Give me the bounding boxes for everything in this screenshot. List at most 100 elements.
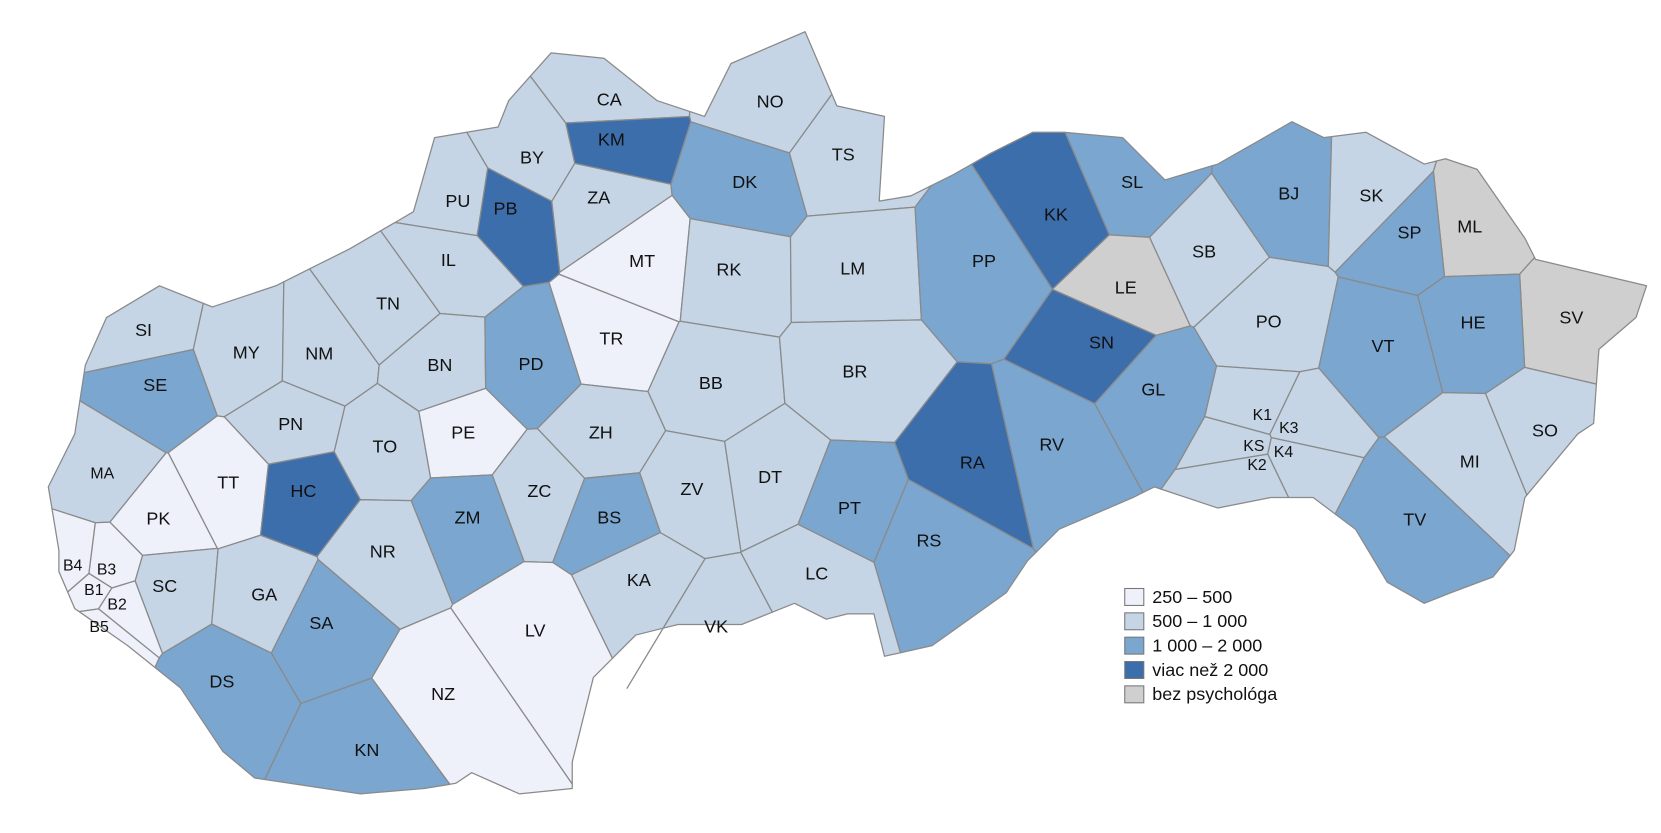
- district-label: LC: [805, 563, 828, 583]
- district-label: BR: [842, 361, 867, 381]
- district-label: TN: [376, 294, 400, 314]
- district-label: TS: [832, 144, 855, 164]
- district-label: TO: [373, 436, 398, 456]
- district-label: B2: [107, 597, 127, 614]
- district: [394, 131, 489, 237]
- district: [450, 560, 614, 785]
- district: [626, 551, 773, 689]
- legend-label: viac než 2 000: [1152, 660, 1268, 680]
- district-label: NM: [305, 343, 333, 363]
- district-label: MA: [90, 465, 114, 482]
- district-label: TT: [217, 472, 239, 492]
- district-label: LM: [840, 259, 865, 279]
- district-label: MY: [233, 342, 260, 362]
- district-label: NZ: [431, 684, 455, 704]
- district-label: BN: [427, 355, 452, 375]
- district-label: TV: [1403, 510, 1426, 530]
- district-label: SL: [1121, 172, 1143, 192]
- district-label: SE: [143, 375, 167, 395]
- district-label: SI: [135, 320, 152, 340]
- district-label: KS: [1243, 438, 1264, 455]
- legend-swatch: [1124, 587, 1145, 606]
- district-label: ZM: [454, 507, 480, 527]
- district-label: KK: [1044, 205, 1068, 225]
- district-label: MI: [1460, 451, 1480, 471]
- district-label: PN: [278, 414, 303, 434]
- district-label: B1: [84, 582, 104, 599]
- district-label: K3: [1279, 420, 1299, 437]
- district-label: RA: [960, 452, 985, 472]
- district-label: SA: [309, 613, 333, 633]
- district-label: SN: [1089, 333, 1114, 353]
- legend-swatch: [1124, 612, 1145, 631]
- district-label: IL: [441, 250, 456, 270]
- district-label: PE: [451, 423, 475, 443]
- district-label: RV: [1039, 434, 1064, 454]
- legend-swatch: [1124, 661, 1145, 679]
- district-label: ZH: [589, 423, 613, 443]
- district-label: K1: [1253, 407, 1273, 424]
- district-label: PK: [146, 508, 170, 528]
- district-label: B5: [89, 619, 109, 636]
- district: [371, 607, 573, 795]
- district: [154, 623, 302, 781]
- legend-label: 500 – 1 000: [1152, 611, 1247, 631]
- district-label: SP: [1397, 223, 1421, 243]
- district-label: CA: [597, 89, 622, 109]
- district-label: RS: [916, 531, 941, 551]
- district-label: NR: [370, 541, 396, 561]
- district-label: K4: [1274, 444, 1294, 461]
- district-label: GA: [251, 585, 277, 605]
- district-label: BB: [699, 373, 723, 393]
- district-label: PD: [518, 354, 543, 374]
- district-label: ZA: [587, 188, 610, 208]
- legend-label: bez psychológa: [1152, 684, 1277, 704]
- district: [1432, 158, 1536, 278]
- district-label: RK: [716, 260, 741, 280]
- district-label: DT: [758, 467, 782, 487]
- district-labels: CA NO KM BY PB PU ZA DK TS MT IL RK LM SL KK BJ SK ML SP SB…: [63, 89, 1583, 760]
- district: [264, 677, 451, 795]
- district-label: SC: [152, 576, 177, 596]
- district-label: PU: [445, 191, 470, 211]
- district: [309, 230, 441, 366]
- district-label: KN: [354, 740, 379, 760]
- district: [1334, 436, 1511, 604]
- legend-swatch: [1124, 636, 1145, 655]
- district-label: DK: [732, 172, 757, 192]
- district-label: SO: [1532, 421, 1558, 441]
- district-label: HE: [1460, 313, 1485, 333]
- district-label: SB: [1192, 242, 1216, 262]
- district-label: HC: [290, 481, 316, 501]
- district-label: K2: [1247, 457, 1267, 474]
- district: [1160, 453, 1290, 509]
- district-label: PP: [972, 251, 996, 271]
- district-label: B3: [97, 562, 117, 579]
- district-label: GL: [1141, 379, 1165, 399]
- district-label: KM: [598, 130, 625, 150]
- district-label: VK: [704, 616, 728, 636]
- districts: [47, 31, 1648, 795]
- district: [740, 523, 902, 657]
- district-label: LV: [525, 621, 546, 641]
- legend-label: 1 000 – 2 000: [1152, 635, 1262, 655]
- district-label: B4: [63, 557, 83, 574]
- district-label: BY: [520, 148, 544, 168]
- district-label: SK: [1359, 186, 1383, 206]
- legend: 250 – 500 500 – 1 000 1 000 – 2 000 viac ne…: [1124, 587, 1277, 704]
- district-label: KA: [627, 570, 651, 590]
- district-label: TR: [599, 329, 623, 349]
- legend-swatch: [1124, 685, 1145, 704]
- legend-label: 250 – 500: [1152, 587, 1232, 607]
- district-label: MT: [629, 251, 655, 271]
- district-label: PT: [838, 498, 861, 518]
- district-label: BJ: [1278, 184, 1299, 204]
- district-label: LE: [1115, 278, 1137, 298]
- district-label: ZV: [680, 479, 703, 499]
- district-label: VT: [1372, 336, 1395, 356]
- district-label: ML: [1457, 216, 1482, 236]
- district: [788, 93, 933, 217]
- district-label: ZC: [527, 481, 551, 501]
- district-label: PB: [494, 198, 518, 218]
